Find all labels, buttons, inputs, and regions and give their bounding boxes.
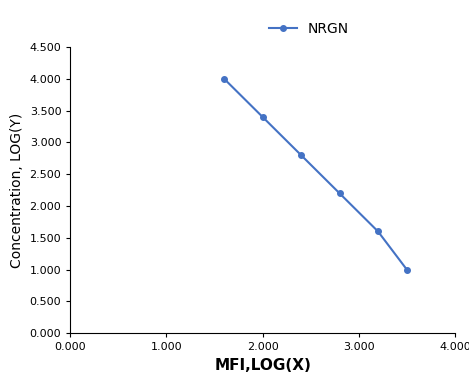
NRGN (404, 267, 410, 272)
Line: NRGN: NRGN (221, 76, 409, 272)
NRGN (260, 114, 265, 119)
Legend: NRGN: NRGN (263, 17, 355, 42)
Y-axis label: Concentration, LOG(Y): Concentration, LOG(Y) (10, 113, 24, 268)
NRGN (298, 153, 304, 158)
X-axis label: MFI,LOG(X): MFI,LOG(X) (214, 358, 311, 373)
NRGN (221, 76, 227, 81)
NRGN (375, 229, 381, 234)
NRGN (337, 191, 342, 196)
